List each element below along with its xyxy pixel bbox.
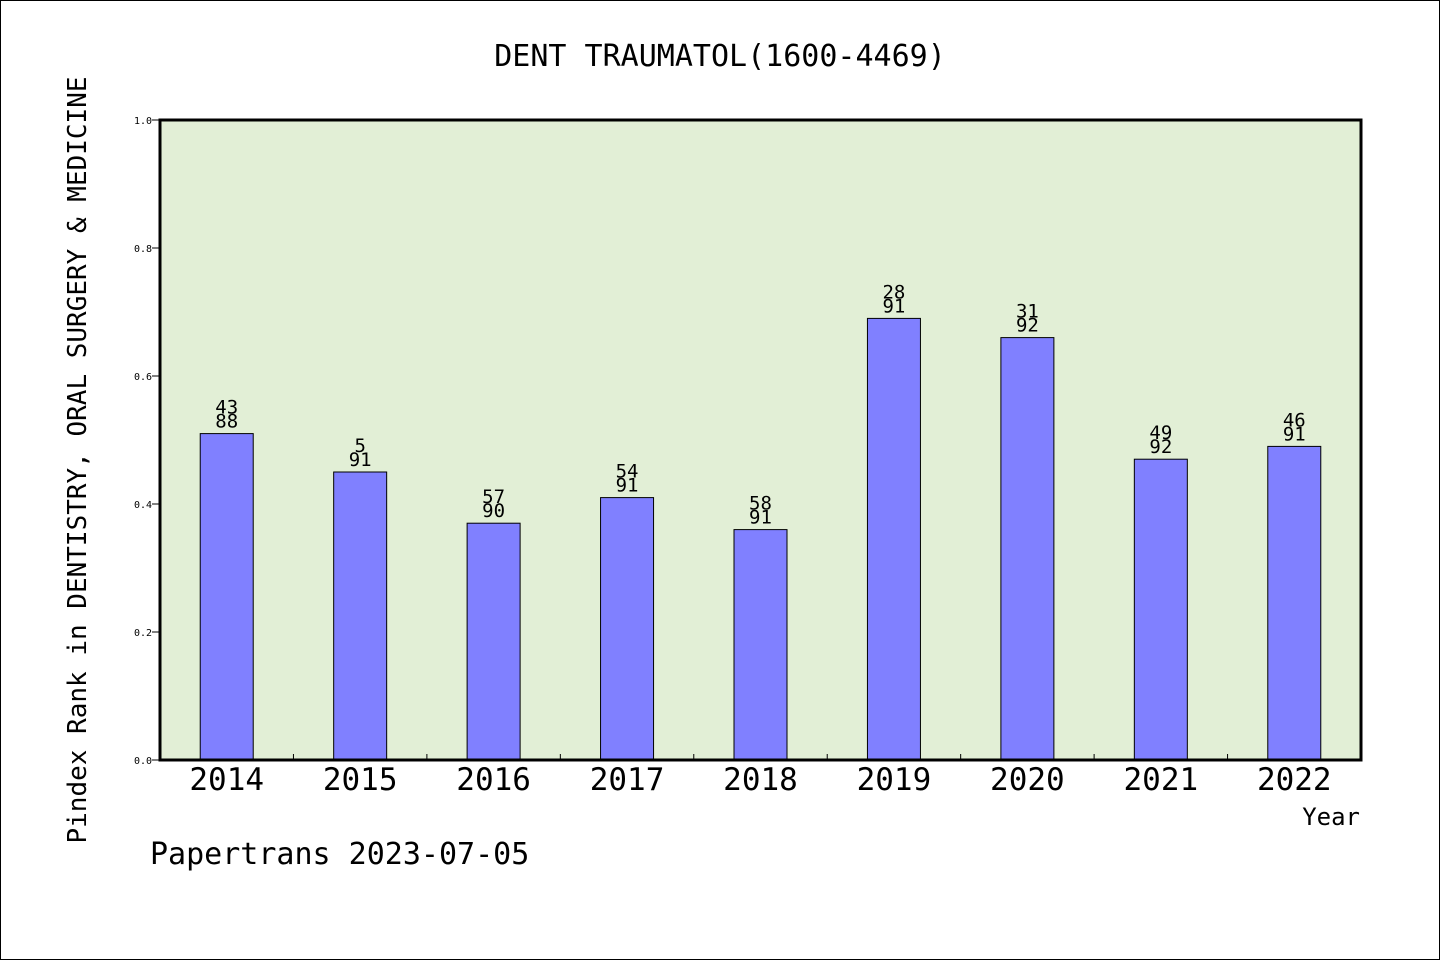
chart-title: DENT TRAUMATOL(1600-4469)	[494, 39, 946, 74]
x-tick-label-2015: 2015	[323, 762, 398, 798]
y-tick-label: 0.4	[134, 500, 152, 511]
y-axis-label: Pindex Rank in DENTISTRY, ORAL SURGERY &…	[63, 76, 93, 843]
x-axis-ticks: 2014 2015 2016 2017 2018 2019 2020 2021 2022	[189, 754, 1332, 798]
bar-2018	[733, 529, 788, 761]
y-tick-label: 0.6	[134, 372, 152, 383]
bar-2019	[866, 317, 921, 761]
bar-2022	[1267, 445, 1322, 761]
y-axis-ticks: 0.0 0.2 0.4 0.6 0.8 1.0	[134, 116, 160, 767]
x-tick-label-2014: 2014	[189, 762, 264, 798]
bars	[199, 317, 1322, 761]
total-label-2015: 91	[349, 449, 372, 471]
y-tick-label: 0.0	[134, 756, 152, 767]
rank-label-2016: 57	[482, 486, 505, 508]
rank-label-2014: 43	[215, 397, 238, 419]
bar-2017	[600, 497, 655, 761]
total-label-2020: 92	[1016, 315, 1039, 337]
bar-2014	[199, 433, 254, 761]
bar-2016	[466, 522, 521, 761]
x-tick-label-2017: 2017	[590, 762, 665, 798]
total-label-2021: 92	[1149, 436, 1172, 458]
x-axis-label: Year	[1302, 803, 1360, 831]
total-label-2016: 90	[482, 500, 505, 522]
x-tick-label-2016: 2016	[456, 762, 531, 798]
rank-label-2018: 58	[749, 493, 772, 515]
total-label-2022: 91	[1283, 423, 1306, 445]
x-tick-label-2018: 2018	[723, 762, 798, 798]
y-tick-label: 1.0	[134, 116, 152, 127]
y-tick-label: 0.8	[134, 244, 152, 255]
x-tick-label-2020: 2020	[990, 762, 1065, 798]
rank-label-2021: 49	[1149, 422, 1172, 444]
y-tick-label: 0.2	[134, 628, 152, 639]
bar-2021	[1133, 458, 1188, 761]
bar-2020	[1000, 337, 1055, 761]
rank-label-2022: 46	[1283, 409, 1306, 431]
total-label-2018: 91	[749, 507, 772, 529]
x-tick-label-2021: 2021	[1124, 762, 1199, 798]
bar-2015	[333, 471, 388, 761]
rank-label-2017: 54	[616, 461, 639, 483]
rank-label-2019: 28	[882, 281, 905, 303]
plot-border	[158, 118, 1363, 762]
rank-label-2020: 31	[1016, 301, 1039, 323]
total-label-2017: 91	[616, 475, 639, 497]
footer-credit: Papertrans 2023-07-05	[150, 837, 529, 872]
x-tick-label-2022: 2022	[1257, 762, 1332, 798]
rank-label-2015: 5	[354, 435, 365, 457]
x-tick-label-2019: 2019	[857, 762, 932, 798]
total-label-2014: 88	[215, 411, 238, 433]
total-label-2019: 91	[882, 295, 905, 317]
